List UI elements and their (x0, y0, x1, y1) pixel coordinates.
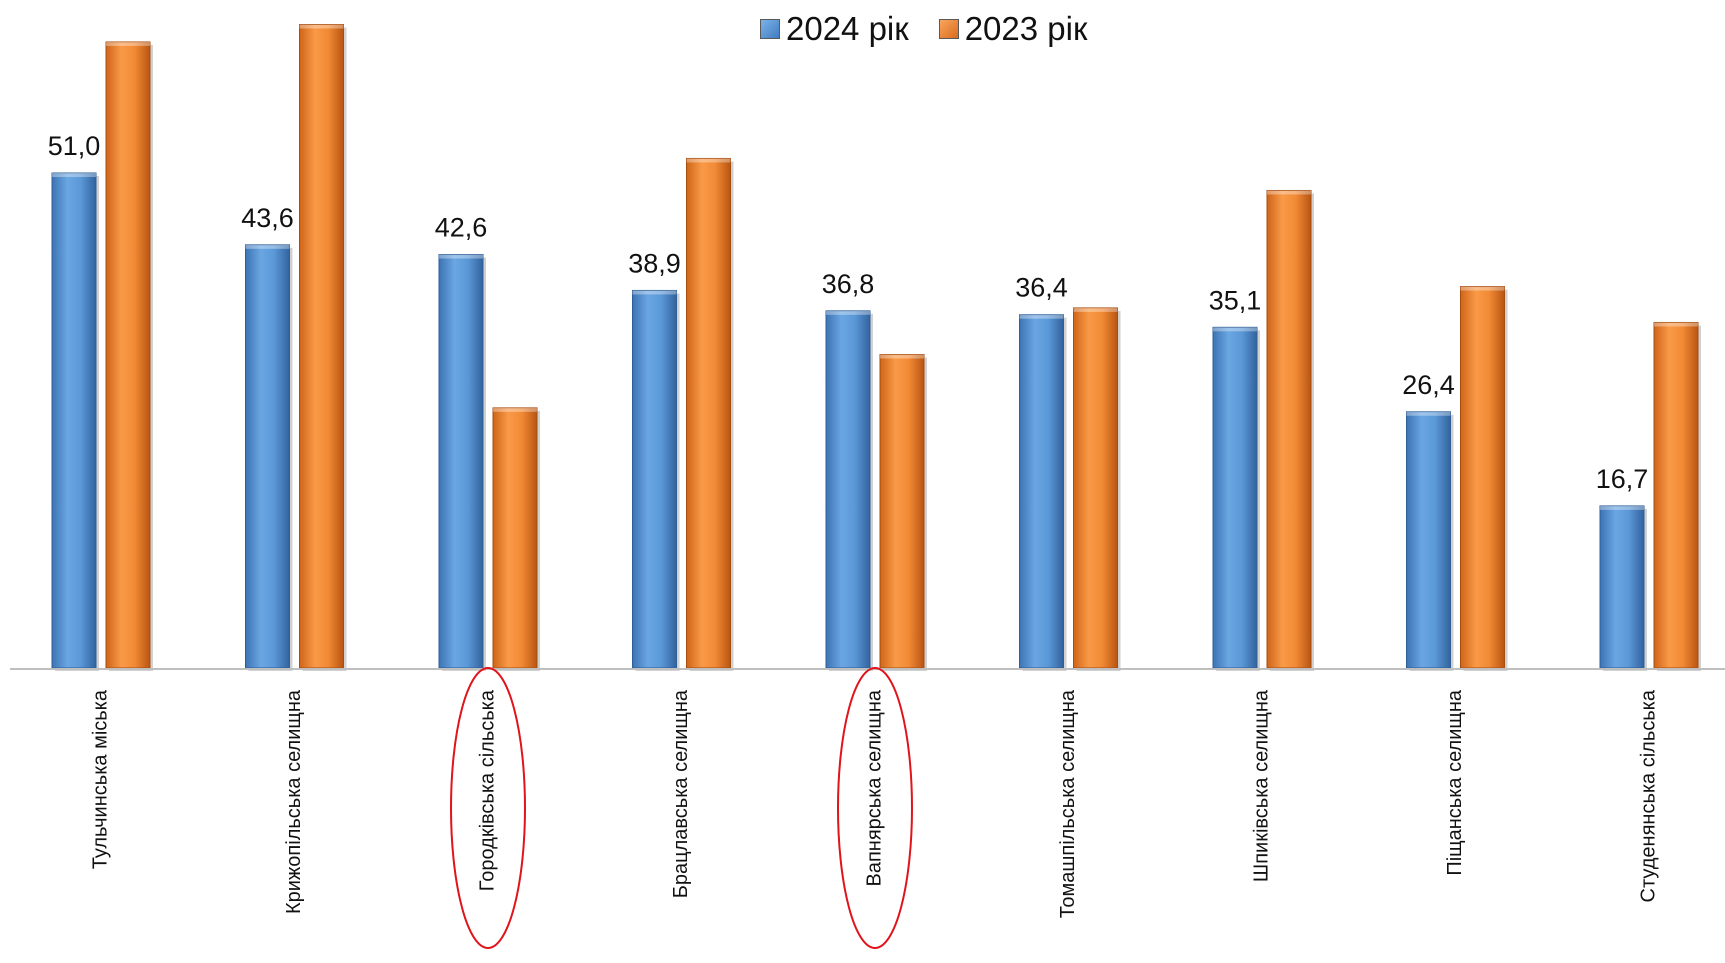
bar-cap (826, 310, 870, 315)
bar-2023-7 (1266, 189, 1312, 669)
category-label-4: Брацлавська селищна (670, 689, 692, 898)
bar-cap (52, 173, 96, 177)
legend-item-2023: 2023 рік (938, 10, 1088, 48)
bar-cap (880, 354, 924, 359)
legend-swatch-2023 (938, 19, 959, 39)
bar-2024-1 (51, 172, 97, 669)
bar-cap (1460, 286, 1505, 291)
category-labels-layer: Тульчинська міська Крижопільська селищна Г… (89, 689, 1659, 918)
bar-2024-3 (438, 254, 484, 669)
bar-2024-5 (825, 310, 871, 669)
bar-cap (439, 254, 483, 259)
value-label-7: 35,1 (1209, 285, 1262, 315)
bar-cap (1213, 327, 1257, 332)
bar-2023-9 (1653, 321, 1699, 669)
category-label-7: Шпиківська селищна (1250, 689, 1272, 882)
value-label-9: 16,7 (1596, 464, 1649, 494)
bar-2023-5 (879, 354, 925, 669)
bar-cap (1406, 411, 1451, 416)
legend-swatch-2024 (760, 19, 780, 39)
category-label-9: Студенянська сільська (1637, 689, 1659, 902)
bar-cap (106, 41, 150, 46)
bar-cap (1267, 190, 1311, 195)
bar-2023-1 (105, 41, 151, 669)
category-label-6: Томашпільська селищна (1057, 689, 1079, 918)
bar-2024-9 (1599, 505, 1645, 669)
bar-2023-4 (686, 157, 731, 669)
bar-2023-2 (299, 24, 344, 669)
value-label-2: 43,6 (241, 203, 294, 233)
highlight-ellipse-3 (450, 667, 526, 949)
category-label-8: Піщанська селищна (1444, 689, 1466, 876)
bar-2024-6 (1019, 314, 1064, 669)
bar-cap (1073, 307, 1118, 312)
value-label-6: 36,4 (1015, 273, 1068, 303)
highlight-ellipse-5 (837, 667, 913, 949)
bar-2024-2 (245, 244, 290, 669)
value-labels-layer: 51,0 43,6 42,6 38,9 36,8 36,4 35,1 26,4 16,7 (48, 131, 1649, 494)
value-label-1: 51,0 (48, 131, 101, 161)
bar-2023-3 (492, 407, 538, 669)
bar-2023-6 (1073, 307, 1118, 669)
highlight-layer (450, 667, 913, 949)
bar-cap (1654, 322, 1698, 327)
category-label-3: Городківська сільська (476, 689, 498, 891)
bar-2024-7 (1212, 326, 1258, 669)
chart-legend: 2024 рік 2023 рік (760, 10, 1087, 48)
bar-2023-8 (1460, 286, 1505, 669)
value-label-8: 26,4 (1402, 370, 1455, 400)
bar-2024-8 (1406, 411, 1451, 669)
bar-cap (632, 290, 677, 295)
legend-label-2024: 2024 рік (786, 10, 909, 47)
bar-cap (245, 244, 290, 249)
bar-cap (1600, 505, 1644, 510)
bar-cap (493, 407, 537, 412)
category-label-1: Тульчинська міська (89, 689, 111, 869)
value-label-3: 42,6 (435, 213, 488, 243)
value-label-4: 38,9 (628, 248, 681, 278)
legend-label-2023: 2023 рік (964, 10, 1088, 47)
category-label-2: Крижопільська селищна (283, 689, 305, 914)
bar-cap (299, 24, 344, 29)
bar-cap (1019, 314, 1064, 319)
bars-layer (51, 24, 1701, 672)
value-label-5: 36,8 (822, 269, 875, 299)
legend-item-2024: 2024 рік (760, 10, 909, 48)
bar-cap (686, 158, 731, 163)
category-label-5: Вапнярська селищна (863, 689, 885, 886)
bar-2024-4 (632, 289, 677, 669)
